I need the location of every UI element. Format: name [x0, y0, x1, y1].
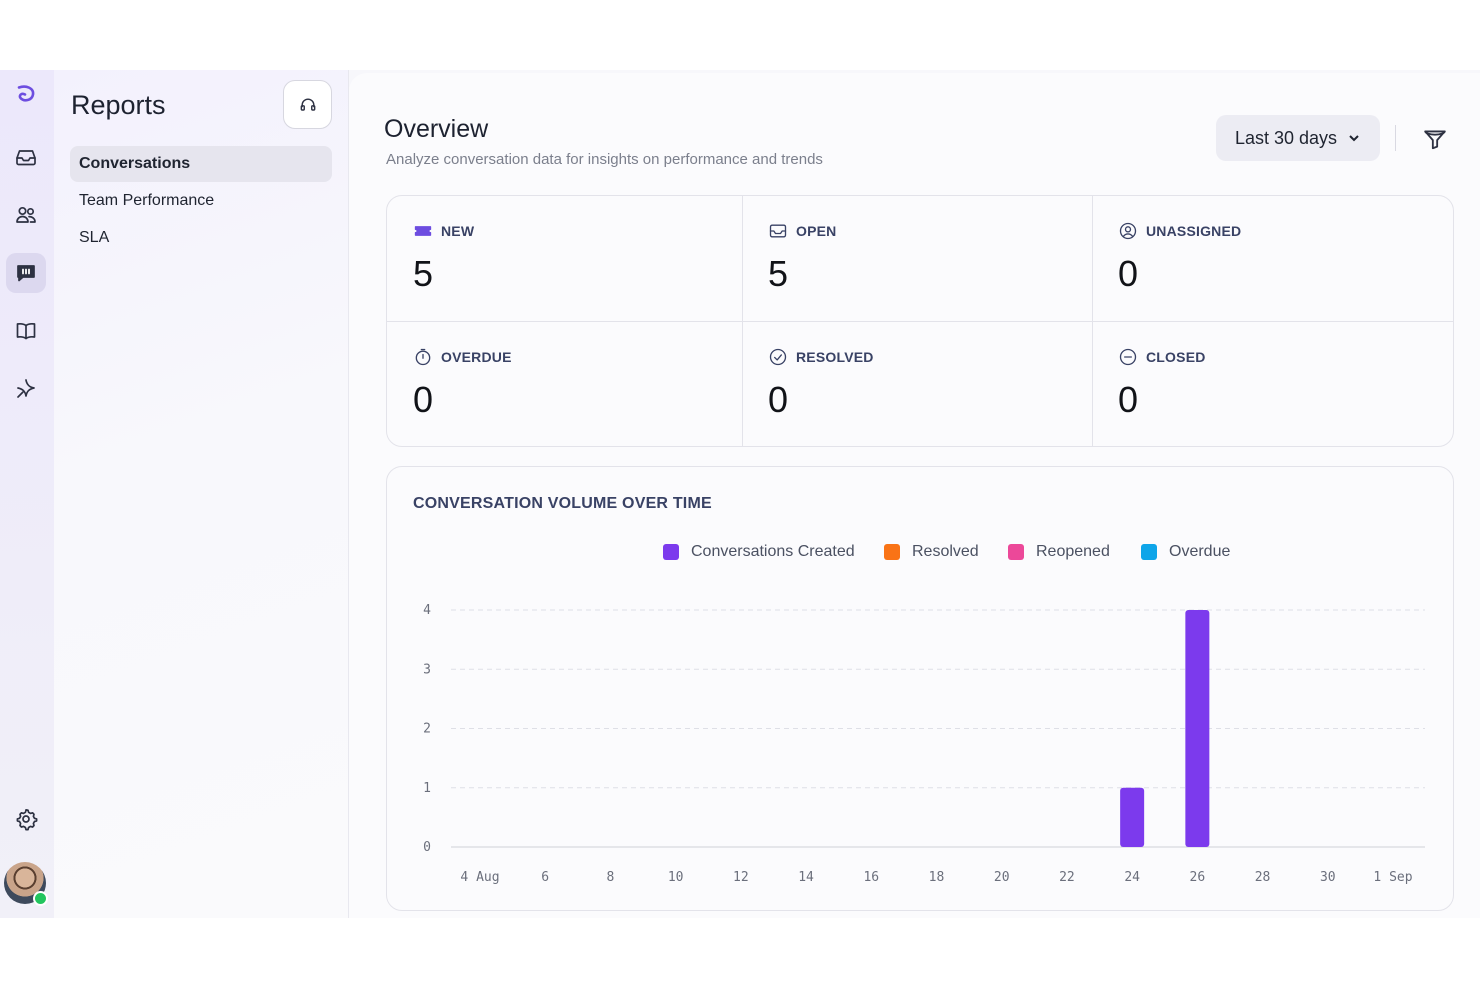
stats-grid: NEW 5 OPEN 5 UNASSIGNED 0 [386, 195, 1454, 447]
logo-icon[interactable] [6, 74, 46, 114]
legend-label: Reopened [1036, 543, 1110, 560]
stat-overdue: OVERDUE 0 [387, 322, 742, 446]
date-range-dropdown[interactable]: Last 30 days [1216, 115, 1380, 161]
stat-label: NEW [441, 223, 475, 239]
x-tick-label: 10 [668, 870, 684, 885]
captain-icon[interactable] [6, 369, 46, 409]
x-tick-label: 1 Sep [1373, 870, 1412, 885]
icon-rail [0, 70, 54, 918]
legend-item-overdue[interactable]: Overdue [1141, 543, 1230, 561]
date-range-label: Last 30 days [1234, 127, 1338, 148]
x-tick-label: 12 [733, 870, 749, 885]
sidebar-title: Reports [71, 90, 166, 120]
ticket-icon [414, 226, 432, 236]
reports-sidebar: Reports Conversations Team Performance S… [54, 70, 349, 918]
stat-label: RESOLVED [796, 349, 874, 365]
page-title: Overview [384, 115, 489, 143]
stat-value: 5 [413, 253, 434, 294]
legend-item-resolved[interactable]: Resolved [884, 543, 979, 561]
sidebar-item-team-performance[interactable]: Team Performance [79, 192, 215, 209]
contacts-icon[interactable] [6, 195, 46, 235]
x-tick-label: 18 [929, 870, 945, 885]
help-button[interactable] [283, 80, 332, 129]
stat-value: 0 [768, 379, 789, 420]
stat-resolved: RESOLVED 0 [742, 322, 1092, 446]
main-content: Overview Analyze conversation data for i… [349, 73, 1480, 918]
legend-swatch [1008, 544, 1024, 560]
reports-icon[interactable] [6, 253, 46, 293]
legend-label: Overdue [1169, 543, 1231, 560]
open-icon [769, 224, 787, 238]
knowledge-base-icon[interactable] [6, 311, 46, 351]
x-tick-label: 16 [863, 870, 879, 885]
legend-swatch [884, 544, 900, 560]
legend-item-conversations-created[interactable]: Conversations Created [663, 543, 855, 561]
y-tick-label: 2 [423, 722, 431, 737]
x-tick-label: 8 [607, 870, 615, 885]
stat-label: OVERDUE [441, 349, 512, 365]
chart-bar [1120, 787, 1145, 847]
online-status-dot [33, 891, 48, 906]
stat-label: UNASSIGNED [1146, 223, 1242, 239]
stats-divider [387, 321, 1453, 322]
x-tick-label: 28 [1255, 870, 1271, 885]
legend-swatch [1141, 544, 1157, 560]
legend-item-reopened[interactable]: Reopened [1008, 543, 1110, 561]
sidebar-item-conversations[interactable]: Conversations [70, 146, 332, 182]
stat-value: 5 [768, 253, 789, 294]
page-subtitle: Analyze conversation data for insights o… [386, 151, 823, 168]
conversation-volume-chart-card: CONVERSATION VOLUME OVER TIME Conversati… [386, 466, 1454, 911]
settings-icon[interactable] [6, 799, 46, 839]
check-circle-icon [769, 348, 787, 366]
x-tick-label: 26 [1190, 870, 1206, 885]
x-tick-label: 24 [1124, 870, 1140, 885]
stat-value: 0 [1118, 253, 1139, 294]
timer-icon [415, 348, 431, 366]
y-tick-label: 4 [423, 603, 431, 618]
toolbar-divider [1395, 125, 1396, 151]
stats-divider [742, 196, 743, 446]
chart-bar [1185, 610, 1210, 847]
x-tick-label: 14 [798, 870, 814, 885]
user-question-icon [1119, 222, 1137, 240]
chevron-down-icon [1349, 135, 1359, 142]
legend-swatch [663, 544, 679, 560]
filter-button[interactable] [1419, 123, 1451, 155]
stat-value: 0 [1118, 379, 1139, 420]
x-tick-label: 20 [994, 870, 1010, 885]
chart-legend: Conversations Created Resolved Reopened … [387, 543, 1453, 565]
avatar[interactable] [4, 862, 48, 906]
minus-circle-icon [1119, 348, 1137, 366]
stat-open: OPEN 5 [742, 196, 1092, 321]
y-tick-label: 1 [423, 781, 431, 796]
x-tick-label: 4 Aug [460, 870, 499, 885]
y-tick-label: 0 [423, 840, 431, 855]
app-window: Reports Conversations Team Performance S… [0, 70, 1480, 918]
legend-label: Conversations Created [691, 543, 855, 560]
stat-new: NEW 5 [387, 196, 742, 321]
y-tick-label: 3 [423, 662, 431, 677]
stat-closed: CLOSED 0 [1092, 322, 1453, 446]
chart-title: CONVERSATION VOLUME OVER TIME [413, 495, 712, 512]
x-tick-label: 6 [541, 870, 549, 885]
stat-label: CLOSED [1146, 349, 1206, 365]
inbox-icon[interactable] [6, 137, 46, 177]
x-tick-label: 22 [1059, 870, 1075, 885]
x-tick-label: 30 [1320, 870, 1336, 885]
headset-icon [300, 97, 315, 111]
stat-label: OPEN [796, 223, 837, 239]
legend-label: Resolved [912, 543, 979, 560]
stats-divider [1092, 196, 1093, 446]
sidebar-item-sla[interactable]: SLA [79, 229, 110, 246]
stat-value: 0 [413, 379, 434, 420]
stat-unassigned: UNASSIGNED 0 [1092, 196, 1453, 321]
filter-icon [1424, 130, 1446, 150]
